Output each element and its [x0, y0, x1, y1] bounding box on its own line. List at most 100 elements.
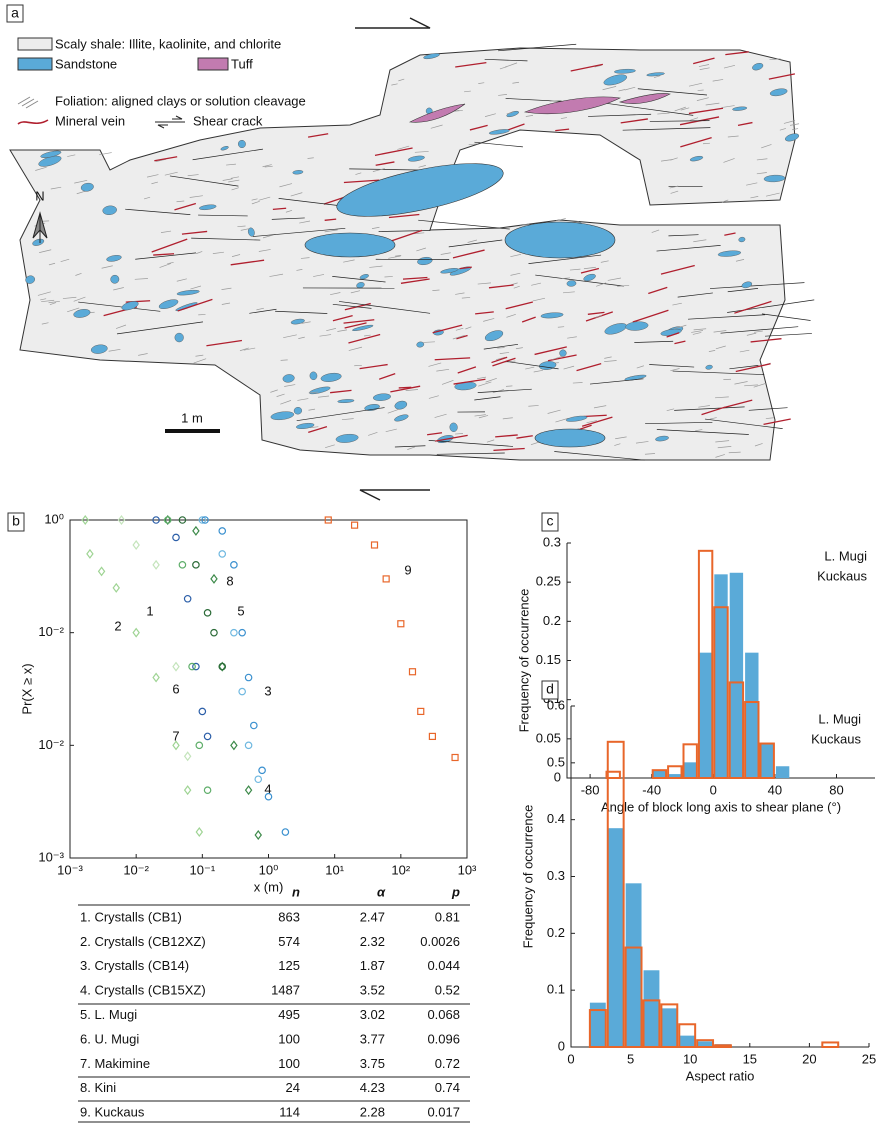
foliation	[583, 266, 596, 270]
table-cell: 0.068	[427, 1007, 460, 1022]
table-cell: 863	[278, 909, 300, 924]
point	[172, 533, 180, 542]
foliation	[506, 313, 516, 318]
foliation	[746, 182, 758, 186]
point	[198, 707, 207, 716]
y-tick-label: 0.5	[547, 754, 565, 769]
foliation	[746, 332, 757, 336]
foliation	[405, 389, 418, 391]
foliation	[744, 384, 758, 387]
foliation	[789, 123, 800, 126]
foliation	[600, 260, 609, 263]
foliation	[397, 145, 410, 150]
sandstone-block	[352, 324, 374, 331]
shear-crack	[672, 370, 765, 375]
foliation	[691, 330, 704, 333]
series-label: 1	[146, 603, 153, 618]
shear-crack	[601, 102, 694, 116]
foliation	[290, 192, 303, 197]
shear-crack	[761, 313, 811, 321]
foliation	[769, 58, 781, 61]
foliation	[557, 326, 565, 328]
sandstone-block	[732, 106, 748, 111]
sandstone-block	[625, 321, 649, 331]
shear-crack	[349, 168, 426, 171]
bar	[729, 572, 744, 778]
foliation	[39, 249, 52, 253]
foliation	[467, 239, 478, 243]
legend-text: Mineral vein	[55, 113, 125, 128]
shear-crack	[418, 219, 510, 230]
foliation	[756, 158, 768, 161]
sandstone-block	[752, 62, 764, 71]
mineral-vein	[398, 386, 412, 389]
legend-swatch	[17, 96, 39, 109]
foliation	[159, 263, 172, 268]
panel-label-box	[6, 4, 24, 23]
point	[218, 662, 227, 671]
point	[218, 527, 227, 535]
legend-entry: L. Mugi	[824, 548, 867, 563]
point	[192, 525, 200, 536]
foliation	[453, 110, 463, 112]
foliation	[398, 78, 405, 82]
foliation	[657, 112, 670, 115]
mineral-vein	[469, 124, 488, 131]
foliation	[371, 226, 380, 229]
point	[244, 785, 253, 796]
mineral-vein	[725, 51, 749, 56]
mineral-vein	[580, 267, 600, 274]
y-tick-label: 0.6	[547, 697, 565, 712]
foliation	[176, 200, 185, 203]
point	[244, 741, 253, 750]
table-cell: 3.75	[360, 1056, 385, 1071]
foliation	[324, 229, 338, 233]
mineral-vein	[620, 118, 648, 124]
foliation	[672, 302, 682, 306]
foliation	[525, 366, 535, 370]
sandstone-block	[174, 332, 184, 343]
sandstone-block	[335, 433, 359, 443]
y-tick-label: 0.2	[543, 613, 561, 628]
foliation	[37, 291, 51, 296]
point	[192, 662, 200, 671]
sandstone-block	[106, 255, 122, 262]
shear-crack	[428, 440, 514, 447]
bar	[607, 828, 624, 1047]
mineral-vein	[701, 406, 725, 416]
x-tick-label: 80	[829, 782, 843, 797]
foliation	[717, 446, 732, 449]
point	[195, 741, 204, 750]
mineral-vein	[272, 207, 287, 211]
foliation	[108, 348, 121, 352]
foliation	[49, 302, 57, 305]
table-cell: 0.0026	[420, 934, 460, 949]
mineral-vein	[348, 333, 381, 344]
point	[86, 548, 94, 559]
foliation	[765, 417, 774, 419]
table-cell: 0.72	[435, 1056, 460, 1071]
sandstone-block	[603, 74, 628, 86]
bar-outline	[759, 742, 775, 779]
foliation	[258, 196, 271, 201]
mineral-vein	[456, 334, 468, 340]
legend-swatch	[155, 115, 185, 129]
shear-crack	[589, 378, 644, 385]
foliation	[455, 292, 465, 295]
outcrop	[9, 47, 796, 461]
point	[112, 582, 120, 593]
sandstone-block	[372, 393, 391, 401]
x-axis-title: Aspect ratio	[686, 1068, 755, 1083]
sandstone-block	[158, 299, 179, 309]
foliation	[330, 292, 341, 296]
foliation	[251, 198, 258, 201]
mineral-vein	[453, 378, 486, 385]
mineral-vein	[344, 322, 367, 329]
x-tick-label: 10⁻¹	[190, 862, 216, 877]
shear-crack	[588, 113, 652, 117]
table: n α p 1. Crystalls (CB1) 863 2.47 0.81 2. Cryst…	[78, 884, 470, 1123]
foliation	[151, 181, 158, 185]
shear-crack	[498, 43, 577, 52]
legend-text: Sandstone	[55, 56, 117, 71]
shear-crack	[687, 314, 766, 320]
